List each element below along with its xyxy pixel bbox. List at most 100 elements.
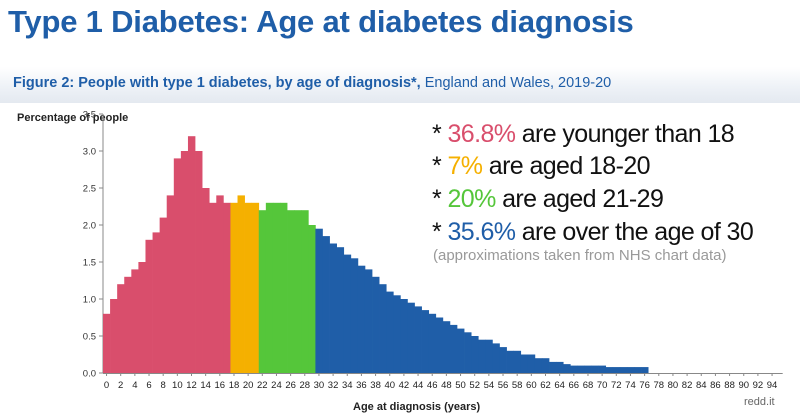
x-tick-label: 16 xyxy=(215,380,226,391)
annotation-text: are over the age of 30 xyxy=(515,218,754,246)
annotation-prefix: * xyxy=(432,152,448,180)
bar-age-56 xyxy=(499,347,507,373)
bar-age-44 xyxy=(414,306,422,373)
watermark: redd.it xyxy=(744,396,775,408)
x-tick-label: 76 xyxy=(639,380,650,391)
x-tick-label: 88 xyxy=(724,380,735,391)
x-tick-label: 30 xyxy=(314,380,325,391)
bar-age-63 xyxy=(549,361,557,373)
x-tick-label: 60 xyxy=(526,380,537,391)
bar-age-74 xyxy=(626,367,635,373)
x-tick-label: 86 xyxy=(710,380,721,391)
annotation-pct: 36.8% xyxy=(447,120,516,148)
x-tick-label: 10 xyxy=(172,380,183,391)
x-tick-label: 64 xyxy=(554,380,565,391)
bar-age-12 xyxy=(187,136,196,373)
bar-age-1 xyxy=(110,299,118,373)
bar-age-75 xyxy=(634,367,642,373)
bar-age-4 xyxy=(131,269,139,373)
bar-age-46 xyxy=(428,313,437,373)
x-tick-label: 70 xyxy=(597,380,608,391)
bar-age-14 xyxy=(202,188,210,373)
x-tick-label: 62 xyxy=(540,380,551,391)
y-tick-label: 2.5 xyxy=(83,184,96,195)
x-tick-label: 84 xyxy=(696,380,707,391)
y-tick-label: 0.5 xyxy=(83,332,96,343)
x-tick-label: 20 xyxy=(243,380,254,391)
bar-age-23 xyxy=(265,202,274,373)
annotation-prefix: * xyxy=(432,185,448,213)
annotation-text: are aged 21-29 xyxy=(495,185,664,213)
bar-age-30 xyxy=(315,228,323,373)
bar-age-38 xyxy=(372,276,380,373)
y-axis-label: Percentage of people xyxy=(17,112,129,124)
x-tick-label: 48 xyxy=(441,380,452,391)
bar-age-57 xyxy=(506,350,514,373)
bar-age-26 xyxy=(287,210,295,373)
bar-age-50 xyxy=(457,328,465,373)
x-tick-label: 34 xyxy=(342,380,353,391)
caption-band xyxy=(0,67,800,103)
figure-caption-bold: Figure 2: People with type 1 diabetes, b… xyxy=(13,75,421,91)
bar-age-39 xyxy=(379,284,387,373)
bar-age-58 xyxy=(513,350,522,373)
bar-age-31 xyxy=(322,236,330,373)
x-tick-label: 92 xyxy=(753,380,764,391)
bar-age-54 xyxy=(485,339,493,373)
bar-age-8 xyxy=(159,217,168,373)
bar-age-29 xyxy=(308,225,316,373)
annotation-prefix: * xyxy=(432,120,448,148)
bar-age-72 xyxy=(612,367,621,373)
y-tick-label: 3.5 xyxy=(83,110,96,121)
bar-age-7 xyxy=(152,232,160,373)
bar-age-52 xyxy=(471,336,479,373)
bar-age-51 xyxy=(464,332,472,373)
x-tick-label: 54 xyxy=(484,380,495,391)
x-tick-label: 38 xyxy=(370,380,381,391)
bar-age-68 xyxy=(584,365,592,373)
bar-age-20 xyxy=(244,202,253,373)
approximation-note: (approximations taken from NHS chart dat… xyxy=(433,247,727,264)
x-tick-label: 66 xyxy=(569,380,580,391)
bar-age-71 xyxy=(605,367,614,373)
annotation-prefix: * xyxy=(432,218,448,246)
y-tick-label: 1.0 xyxy=(83,295,96,306)
bar-age-2 xyxy=(117,284,125,373)
x-tick-label: 56 xyxy=(498,380,509,391)
bar-age-76 xyxy=(641,367,649,373)
x-tick-label: 44 xyxy=(413,380,424,391)
x-tick-label: 94 xyxy=(767,380,778,391)
bar-age-64 xyxy=(556,361,564,373)
bar-age-48 xyxy=(442,321,451,373)
bar-age-67 xyxy=(577,365,585,373)
x-tick-label: 46 xyxy=(427,380,438,391)
x-tick-label: 32 xyxy=(328,380,339,391)
x-tick-label: 58 xyxy=(512,380,523,391)
bar-age-15 xyxy=(209,202,217,373)
x-tick-label: 72 xyxy=(611,380,622,391)
chart-bars xyxy=(103,136,649,373)
x-tick-label: 80 xyxy=(668,380,679,391)
x-tick-label: 12 xyxy=(186,380,197,391)
bar-age-32 xyxy=(329,243,337,373)
x-tick-label: 0 xyxy=(104,380,109,391)
bar-age-60 xyxy=(527,354,536,373)
bar-age-21 xyxy=(251,202,260,373)
x-tick-label: 4 xyxy=(132,380,137,391)
figure-caption: Figure 2: People with type 1 diabetes, b… xyxy=(13,75,611,91)
bar-age-45 xyxy=(421,310,430,373)
x-tick-label: 8 xyxy=(161,380,166,391)
bar-age-35 xyxy=(350,258,359,373)
figure-caption-rest: England and Wales, 2019-20 xyxy=(420,75,612,91)
bar-age-37 xyxy=(364,269,373,373)
bar-age-28 xyxy=(301,210,309,373)
x-tick-label: 26 xyxy=(285,380,296,391)
x-axis-label: Age at diagnosis (years) xyxy=(353,401,481,413)
x-tick-label: 28 xyxy=(299,380,310,391)
annotation-under-18: * 36.8% are younger than 18 xyxy=(432,120,735,149)
x-tick-label: 22 xyxy=(257,380,268,391)
x-tick-label: 40 xyxy=(384,380,395,391)
x-tick-label: 24 xyxy=(271,380,282,391)
x-tick-label: 14 xyxy=(200,380,211,391)
bar-age-36 xyxy=(357,265,366,373)
